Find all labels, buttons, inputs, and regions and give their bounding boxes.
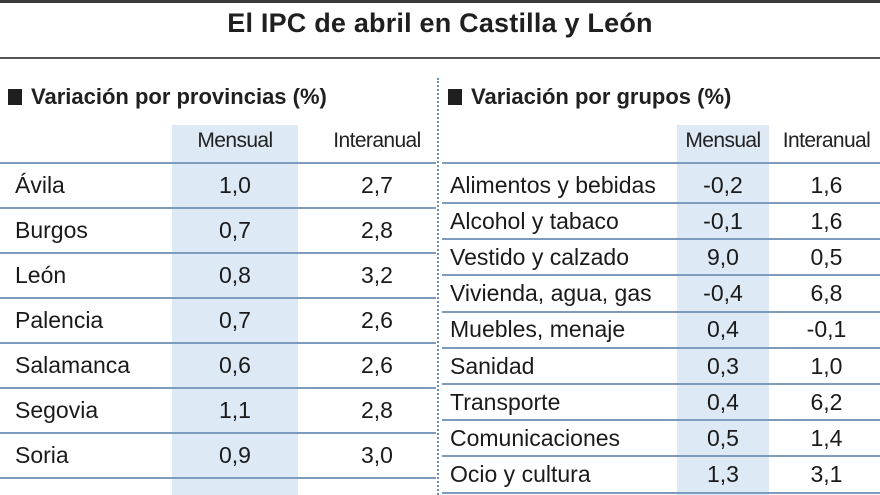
- interanual-value: 6,8: [810, 280, 843, 307]
- interanual-value: 1,4: [810, 424, 843, 451]
- mensual-value: 0,4: [707, 388, 739, 415]
- provincias-header-rule: [0, 162, 436, 164]
- group-name: Alcohol y tabaco: [450, 207, 619, 234]
- mensual-value: 1,0: [219, 172, 251, 198]
- bullet-square-icon: [448, 89, 462, 105]
- mensual-value: 1,1: [219, 397, 251, 423]
- province-name: Segovia: [15, 397, 99, 423]
- grupos-col-interanual: Interanual: [782, 129, 871, 152]
- table-row: Transporte 0,4 6,2: [442, 385, 880, 422]
- mensual-value: 0,3: [707, 352, 739, 379]
- province-name: Burgos: [15, 217, 88, 243]
- mensual-value: 0,7: [219, 217, 251, 243]
- table-row: Comunicaciones 0,5 1,4: [442, 421, 880, 458]
- interanual-value: 2,8: [361, 217, 393, 243]
- table-row: Alcohol y tabaco -0,1 1,6: [442, 204, 880, 241]
- provincias-heading-text: Variación por provincias (%): [31, 84, 327, 109]
- top-rule: [0, 0, 880, 3]
- table-row: Sanidad 0,3 1,0: [442, 349, 880, 385]
- mensual-value: 0,4: [707, 316, 739, 343]
- table-row: Alimentos y bebidas -0,2 1,6: [442, 168, 880, 204]
- page-title: El IPC de abril en Castilla y León: [227, 8, 653, 38]
- table-row: Soria 0,9 3,0: [0, 434, 436, 479]
- interanual-value: -0,1: [806, 316, 847, 343]
- mensual-value: 9,0: [707, 243, 739, 270]
- table-row: Burgos 0,7 2,8: [0, 209, 436, 254]
- province-name: León: [15, 262, 67, 288]
- province-name: Ávila: [15, 172, 65, 198]
- interanual-value: 2,7: [361, 172, 393, 198]
- table-row: Ocio y cultura 1,3 3,1: [442, 458, 880, 494]
- table-row: Palencia 0,7 2,6: [0, 299, 436, 344]
- group-name: Transporte: [450, 388, 561, 415]
- province-name: Salamanca: [15, 352, 131, 378]
- group-name: Comunicaciones: [450, 424, 621, 451]
- table-row: Salamanca 0,6 2,6: [0, 344, 436, 389]
- mensual-value: 0,6: [219, 352, 251, 378]
- bullet-square-icon: [8, 89, 22, 105]
- interanual-value: 0,5: [810, 243, 843, 270]
- interanual-value: 2,8: [361, 397, 393, 423]
- provincias-col-interanual: Interanual: [333, 129, 421, 152]
- table-row: León 0,8 3,2: [0, 254, 436, 299]
- table-row: Muebles, menaje 0,4 -0,1: [442, 313, 880, 349]
- interanual-value: 1,6: [810, 171, 843, 198]
- interanual-value: 2,6: [361, 352, 393, 378]
- group-name: Sanidad: [450, 352, 535, 379]
- table-row: Segovia 1,1 2,8: [0, 389, 436, 434]
- province-name: Soria: [15, 442, 69, 468]
- grupos-heading-text: Variación por grupos (%): [471, 84, 732, 109]
- interanual-value: 1,0: [810, 352, 843, 379]
- mensual-value: 0,8: [219, 262, 251, 288]
- column-separator: [437, 78, 439, 495]
- mensual-value: -0,1: [703, 207, 743, 234]
- mensual-value: 1,3: [707, 461, 739, 488]
- interanual-value: 1,6: [810, 207, 843, 234]
- provincias-heading: Variación por provincias (%): [8, 84, 327, 110]
- group-name: Vivienda, agua, gas: [450, 280, 652, 307]
- mensual-value: 0,9: [219, 442, 251, 468]
- interanual-value: 3,2: [361, 262, 393, 288]
- provincias-col-mensual: Mensual: [197, 129, 273, 152]
- mensual-value: 0,5: [707, 424, 739, 451]
- group-name: Vestido y calzado: [450, 243, 630, 270]
- interanual-value: 3,0: [361, 442, 393, 468]
- grupos-heading: Variación por grupos (%): [448, 84, 731, 110]
- group-name: Alimentos y bebidas: [450, 171, 656, 198]
- title-rule: [0, 57, 880, 59]
- group-name: Muebles, menaje: [450, 316, 626, 343]
- grupos-col-mensual: Mensual: [685, 129, 761, 152]
- interanual-value: 3,1: [810, 461, 843, 488]
- mensual-value: -0,4: [703, 280, 743, 307]
- grupos-mensual-band: [677, 125, 769, 495]
- interanual-value: 2,6: [361, 307, 393, 333]
- table-row: Ávila 1,0 2,7: [0, 164, 436, 209]
- group-name: Ocio y cultura: [450, 461, 591, 488]
- table-row: Vivienda, agua, gas -0,4 6,8: [442, 277, 880, 313]
- interanual-value: 6,2: [810, 388, 843, 415]
- grupos-header-rule: [442, 162, 880, 164]
- table-row: Vestido y calzado 9,0 0,5: [442, 240, 880, 277]
- province-name: Palencia: [15, 307, 104, 333]
- mensual-value: -0,2: [703, 171, 743, 198]
- mensual-value: 0,7: [219, 307, 251, 333]
